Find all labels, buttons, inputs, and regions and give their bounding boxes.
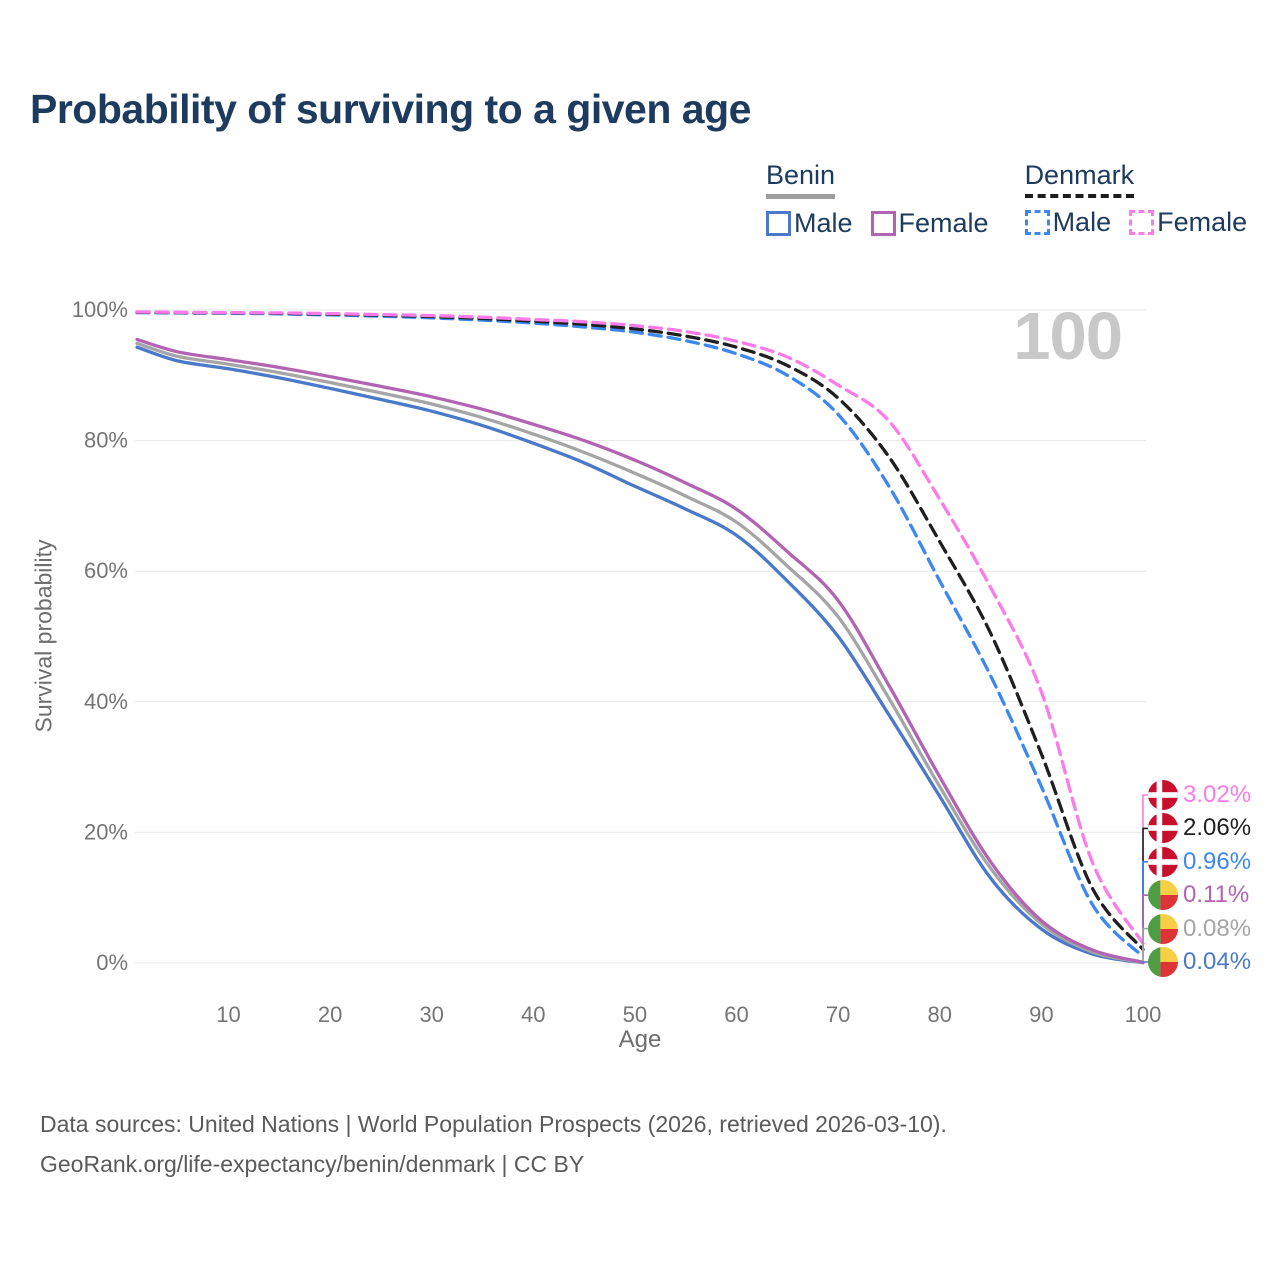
legend-item-denmark-female[interactable]: Female [1129,207,1247,238]
benin-male-swatch-icon [766,211,791,236]
x-tick-label: 50 [623,1002,647,1027]
footer-attribution: GeoRank.org/life-expectancy/benin/denmar… [40,1151,585,1177]
end-label-value: 0.08% [1183,914,1252,942]
end-label-value: 0.96% [1183,847,1252,875]
x-tick-label: 80 [928,1002,952,1027]
legend-heading-benin: Benin [766,160,836,199]
legend-item-label: Female [898,208,989,238]
legend-item-label: Male [794,208,853,238]
x-tick-label: 30 [419,1002,443,1027]
legend-item-label: Male [1052,207,1112,237]
end-label-row-denmark-male: 0.96% [1148,846,1251,878]
legend-items-benin: Male Female [766,208,989,239]
x-tick-label: 60 [724,1002,748,1027]
denmark-flag-icon [1148,780,1178,810]
page-title: Probability of surviving to a given age [30,86,751,132]
footer: Data sources: United Nations | World Pop… [40,1104,947,1184]
x-tick-label: 100 [1125,1002,1162,1027]
age-watermark: 100 [1013,299,1123,374]
denmark-female-swatch-icon [1129,210,1155,235]
y-tick-label: 100% [72,297,128,322]
y-axis-title: Survival probability [30,539,57,733]
legend-heading-denmark: Denmark [1024,160,1135,198]
footer-sources: Data sources: United Nations | World Pop… [40,1111,947,1137]
denmark-flag-icon [1148,846,1178,877]
x-tick-label: 70 [826,1002,850,1027]
series-line-benin-female[interactable] [135,337,1145,964]
x-tick-label: 10 [216,1002,240,1027]
y-tick-label: 0% [96,950,128,975]
denmark-male-swatch-icon [1024,210,1050,235]
legend-item-benin-female[interactable]: Female [870,208,989,239]
legend-group-denmark: Denmark Male Female [1024,160,1247,239]
end-label-row-benin-male: 0.04% [1148,946,1251,978]
x-tick-label: 90 [1029,1002,1053,1027]
series-line-denmark-female[interactable] [135,310,1145,945]
end-label-value: 0.04% [1183,948,1252,975]
benin-flag-icon [1148,947,1178,977]
denmark-flag-icon [1148,813,1178,844]
benin-flag-icon [1148,880,1178,911]
x-tick-label: 20 [318,1002,342,1027]
end-label-row-benin-female: 0.11% [1148,879,1249,911]
y-tick-label: 60% [84,558,128,583]
x-tick-label: 40 [521,1002,545,1027]
x-axis-title: Age [618,1026,662,1053]
series-line-benin-total[interactable] [135,341,1145,965]
legend-item-benin-male[interactable]: Male [766,208,853,239]
legend: Benin Male Female Denmark Male [766,160,1247,239]
y-tick-label: 40% [84,689,128,714]
end-label-value: 2.06% [1183,814,1252,842]
benin-female-swatch-icon [870,211,896,236]
legend-group-benin: Benin Male Female [766,160,989,239]
legend-item-label: Female [1157,207,1248,237]
end-label-value: 0.11% [1183,881,1250,909]
end-label-row-denmark-total: 2.06% [1148,812,1251,844]
end-label-row-benin-total: 0.08% [1148,913,1251,945]
series-line-denmark-total[interactable] [135,310,1145,952]
benin-flag-icon [1148,913,1178,944]
legend-items-denmark: Male Female [1024,207,1247,238]
series-line-benin-male[interactable] [135,345,1145,965]
y-tick-label: 80% [84,428,128,453]
end-label-value: 3.02% [1183,781,1252,808]
end-label-row-denmark-female: 3.02% [1148,779,1251,811]
legend-item-denmark-male[interactable]: Male [1024,207,1112,238]
y-tick-label: 20% [84,819,128,844]
